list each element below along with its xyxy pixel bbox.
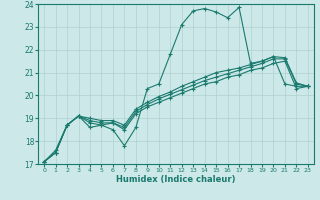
X-axis label: Humidex (Indice chaleur): Humidex (Indice chaleur) bbox=[116, 175, 236, 184]
